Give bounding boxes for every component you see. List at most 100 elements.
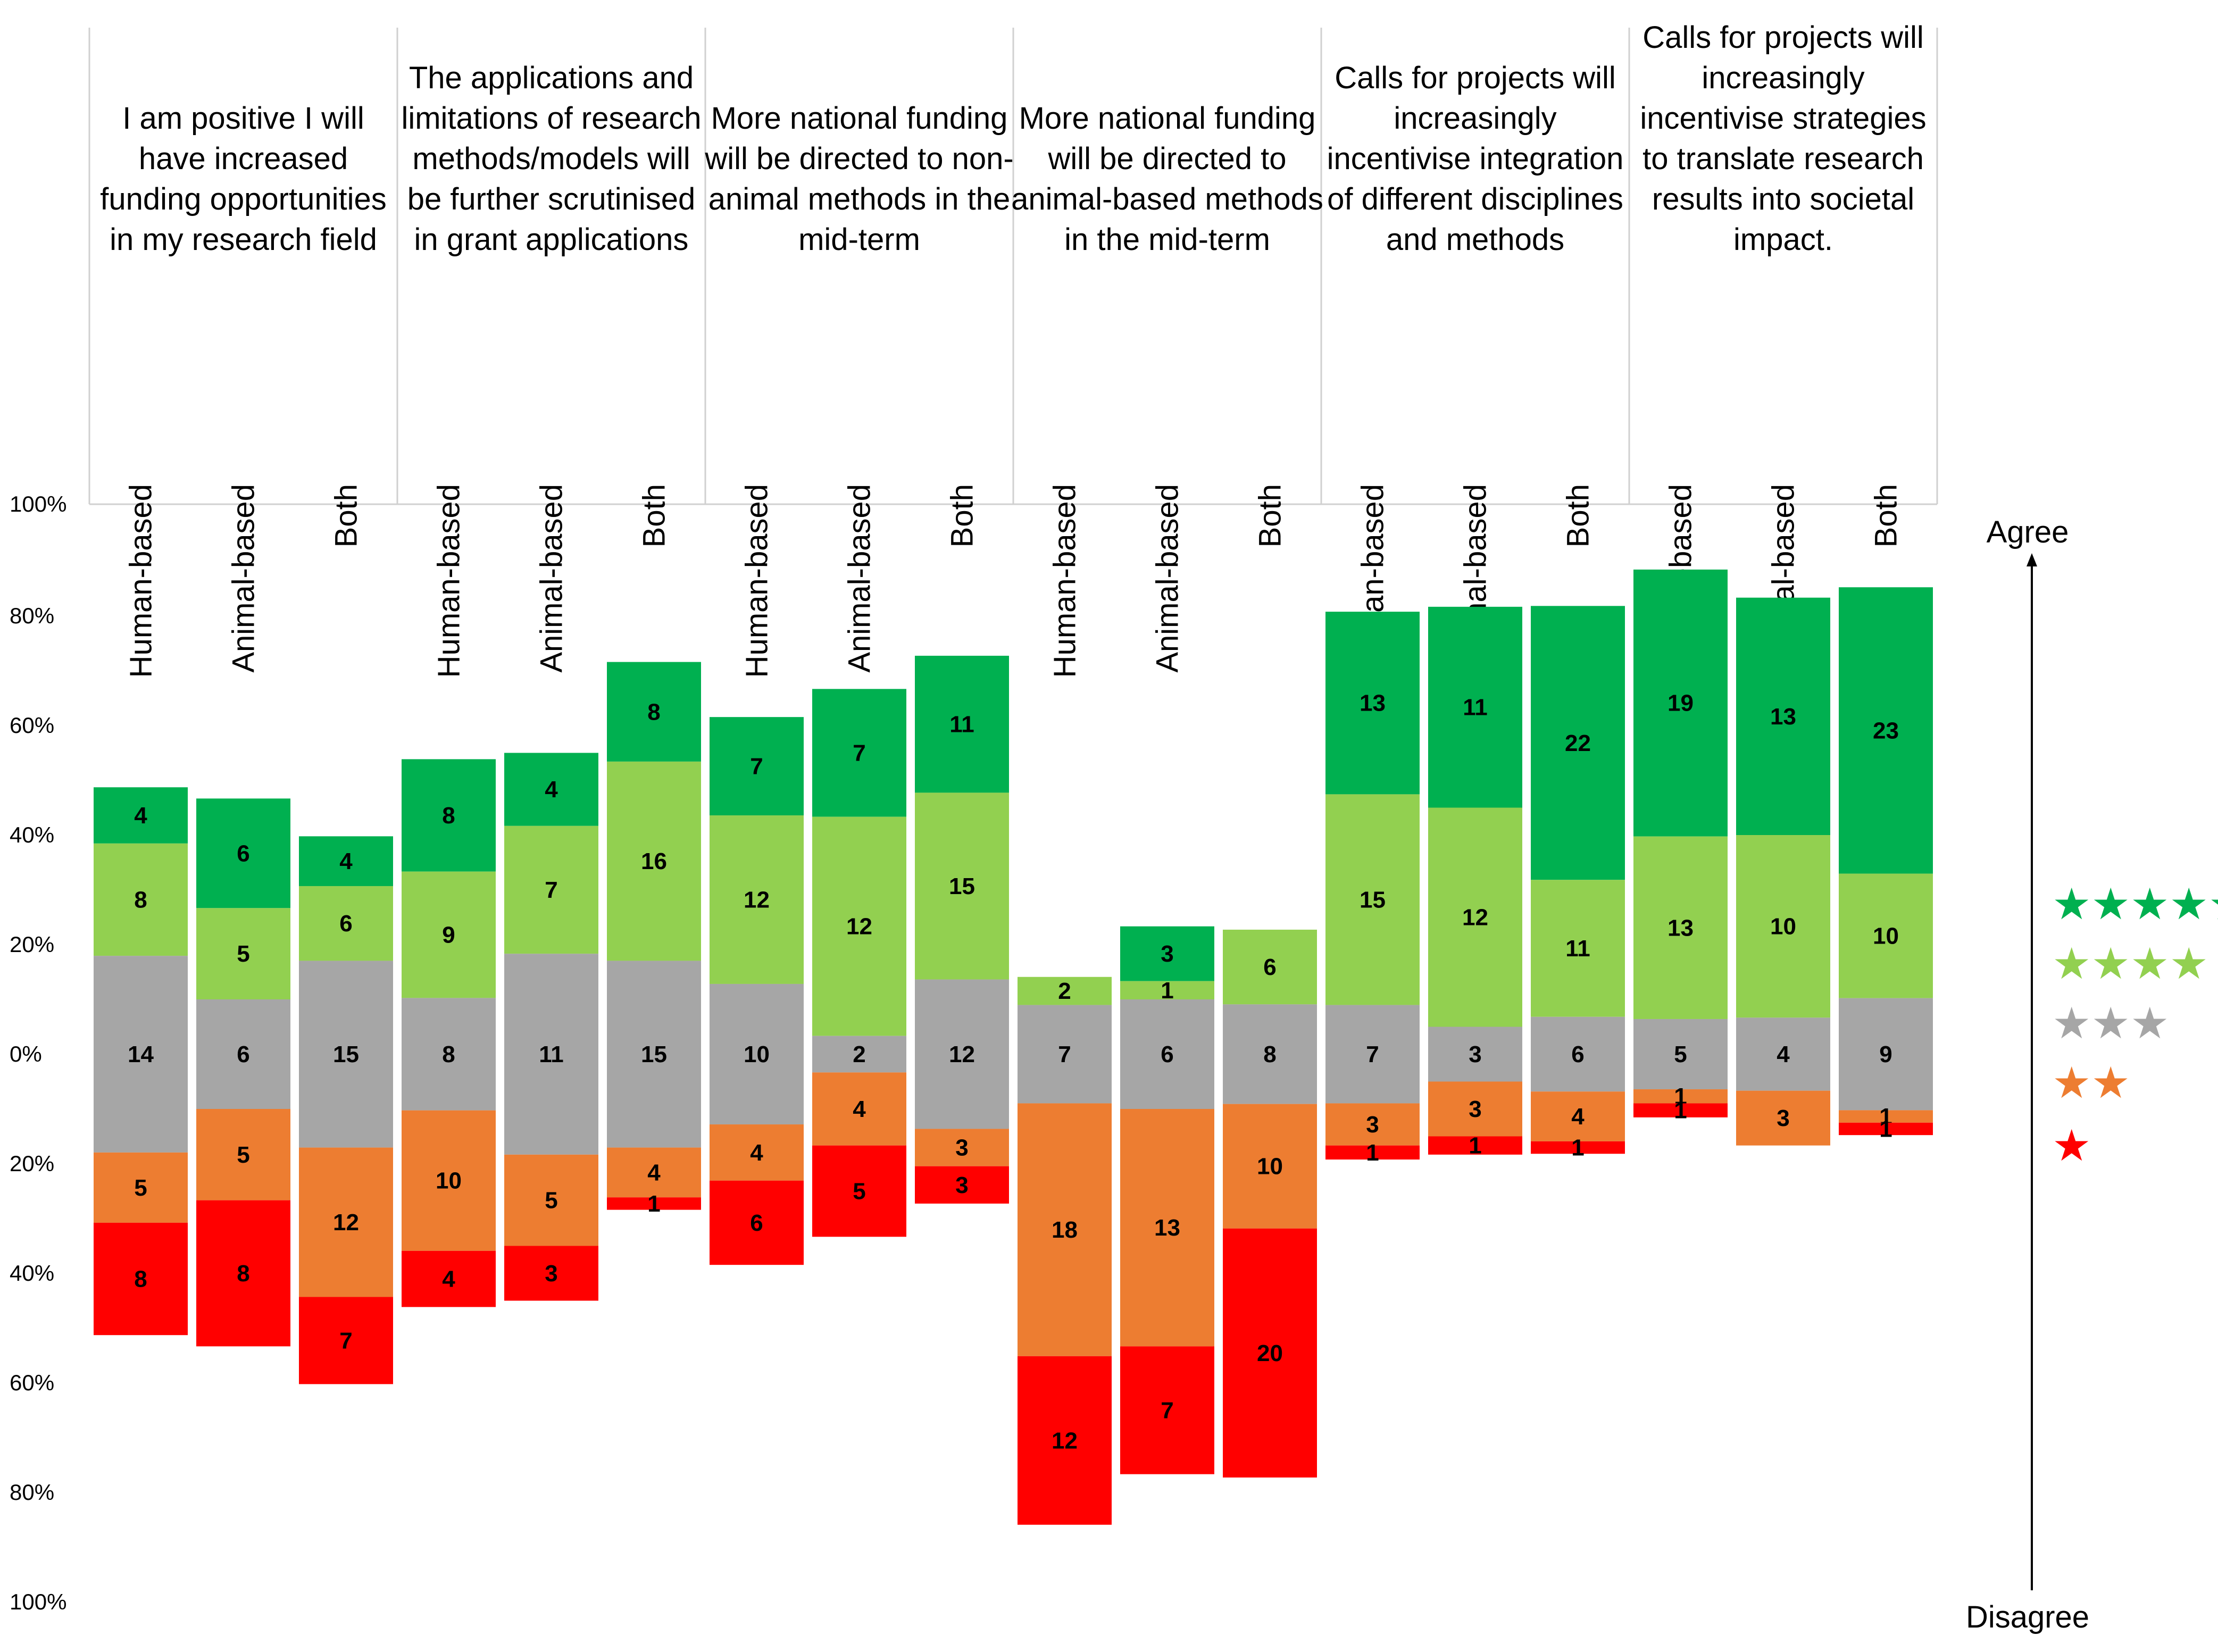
segment-value-label: 1	[1571, 1135, 1584, 1161]
bar-segment	[94, 1222, 188, 1336]
question-header-line: incentivise strategies	[1640, 101, 1926, 136]
y-tick-label: 0%	[10, 1041, 42, 1066]
bar-segment	[607, 662, 701, 762]
bar-segment	[1325, 1005, 1420, 1104]
legend-stars-level-2: ★★	[2052, 1058, 2130, 1108]
bar-segment	[812, 1036, 906, 1073]
segment-value-label: 15	[333, 1041, 359, 1067]
bar-segment	[1223, 1004, 1317, 1104]
segment-value-label: 12	[744, 887, 770, 913]
segment-value-label: 18	[1052, 1217, 1078, 1243]
question-header-line: Calls for projects will	[1335, 61, 1616, 95]
question-header-line: animal methods in the	[708, 182, 1010, 216]
bar-segment	[196, 908, 290, 999]
y-tick-label: 60%	[10, 713, 54, 738]
bar-segment	[812, 816, 906, 1036]
arrow-head-icon	[2027, 553, 2037, 566]
question-header-line: Calls for projects will	[1642, 20, 1924, 55]
question-header-line: limitations of research	[401, 101, 701, 136]
bar-segment	[402, 1250, 496, 1307]
segment-value-label: 6	[750, 1210, 763, 1236]
group-label: Animal-based	[1150, 484, 1185, 673]
bar-segment	[94, 1152, 188, 1223]
group-label: Human-based	[740, 484, 774, 678]
segment-value-label: 7	[853, 740, 865, 766]
group-label: Human-based	[124, 484, 159, 678]
y-tick-label: 60%	[10, 1370, 54, 1395]
segment-value-label: 14	[128, 1041, 154, 1067]
bar-segment	[1633, 1019, 1728, 1090]
bar-segment	[1839, 1110, 1933, 1123]
bar-segment	[1120, 1346, 1214, 1474]
segment-value-label: 8	[237, 1261, 249, 1287]
group-label: Human-based	[432, 484, 466, 678]
bar-segment	[812, 1072, 906, 1146]
segment-value-label: 7	[545, 877, 557, 903]
bar-segment	[1325, 794, 1420, 1005]
question-header-line: in my research field	[110, 222, 377, 257]
segment-value-label: 1	[1366, 1140, 1379, 1166]
bar-segment	[1018, 1103, 1112, 1356]
segment-value-label: 3	[1366, 1112, 1379, 1138]
segment-value-label: 20	[1257, 1340, 1283, 1366]
bar-segment	[1531, 606, 1625, 880]
segment-value-label: 3	[545, 1261, 557, 1287]
segment-value-label: 15	[949, 873, 975, 899]
question-header-line: be further scrutinised	[407, 182, 696, 216]
bar-segment	[504, 1246, 598, 1301]
bars: 4814586565846151278981044711538161541712…	[94, 569, 1933, 1525]
segment-value-label: 3	[1469, 1096, 1481, 1122]
bar-segment	[504, 825, 598, 954]
bar-segment	[402, 871, 496, 998]
bar-segment	[710, 815, 804, 984]
disagree-label: Disagree	[1966, 1600, 2089, 1634]
bar-segment	[710, 717, 804, 816]
segment-value-label: 1	[1161, 978, 1173, 1004]
segment-value-label: 13	[1360, 690, 1386, 716]
segment-value-label: 3	[1161, 941, 1173, 967]
legend-stars-level-4: ★★★★	[2052, 939, 2208, 989]
segment-value-label: 13	[1154, 1215, 1180, 1241]
bar-segment	[299, 1297, 393, 1384]
bar-segment	[915, 979, 1009, 1129]
bar-segment	[196, 999, 290, 1109]
segment-value-label: 11	[1463, 695, 1488, 721]
y-axis: 100% 80% 60% 40% 20% 0% 20% 40% 60% 80% 100%	[10, 491, 66, 1614]
segment-value-label: 10	[1257, 1154, 1283, 1180]
group-label: Animal-based	[535, 484, 569, 673]
bar-segment	[402, 998, 496, 1111]
segment-value-label: 3	[955, 1172, 968, 1198]
segment-value-label: 3	[1777, 1105, 1789, 1131]
segment-value-label: 8	[1263, 1041, 1276, 1067]
question-header-line: animal-based methods	[1011, 182, 1323, 216]
segment-value-label: 5	[853, 1179, 865, 1205]
bar-segment	[1839, 1122, 1933, 1136]
question-header-line: will be directed to non-	[704, 141, 1013, 176]
segment-value-label: 9	[1879, 1041, 1892, 1067]
question-header-line: More national funding	[711, 101, 1008, 136]
segment-value-label: 6	[1161, 1041, 1173, 1067]
bar-segment	[915, 1129, 1009, 1166]
segment-value-label: 13	[1770, 704, 1796, 730]
segment-value-label: 6	[237, 1041, 249, 1067]
y-tick-label: 40%	[10, 1261, 54, 1286]
bar-segment	[1120, 926, 1214, 981]
segment-value-label: 23	[1873, 717, 1899, 744]
bar-segment	[1223, 1104, 1317, 1229]
bar-segment	[1531, 880, 1625, 1017]
segment-value-label: 8	[442, 803, 455, 829]
bar-segment	[1428, 1027, 1522, 1082]
segment-value-label: 3	[955, 1135, 968, 1161]
segment-value-label: 1	[1879, 1116, 1892, 1142]
segment-value-label: 12	[333, 1209, 359, 1236]
segment-value-label: 16	[641, 848, 667, 874]
group-label: Both	[637, 484, 672, 547]
legend-stars-level-5: ★★★★★	[2052, 879, 2218, 930]
bar-segment	[1120, 1109, 1214, 1347]
bar-segment	[299, 836, 393, 886]
segment-value-label: 4	[545, 777, 558, 803]
question-header-line: mid-term	[798, 222, 920, 257]
question-header-line: in the mid-term	[1064, 222, 1270, 257]
group-label: Both	[329, 484, 364, 547]
question-header-line: I am positive I will	[122, 101, 364, 136]
